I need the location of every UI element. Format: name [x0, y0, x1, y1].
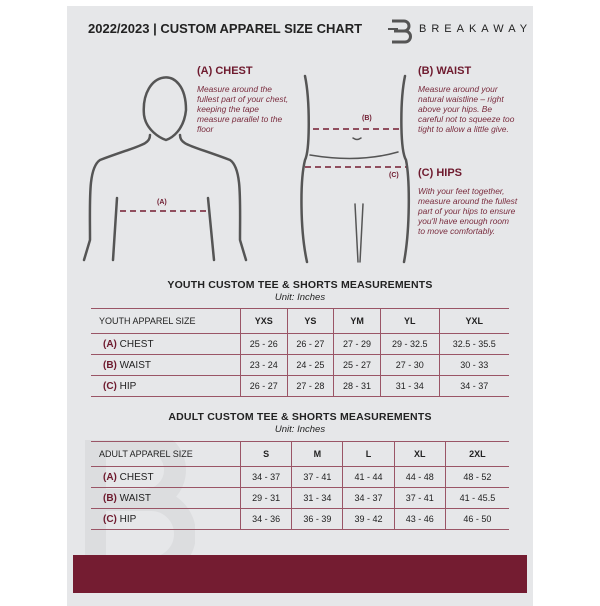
row-label-text: CHEST [119, 471, 154, 483]
row-label-text: WAIST [119, 359, 151, 371]
table-cell: 25 - 27 [333, 354, 381, 376]
header-cell: S [239, 441, 292, 467]
table-cell: 23 - 24 [240, 354, 288, 376]
header-cell: YM [333, 308, 381, 334]
chest-heading: (A) CHEST [197, 65, 253, 77]
table-cell: 25 - 26 [240, 333, 288, 355]
table-cell: 31 - 34 [379, 375, 440, 397]
brand-name: BREAKAWAY [419, 23, 533, 35]
table-cell: 34 - 37 [342, 487, 395, 509]
table-cell: 29 - 32.5 [379, 333, 440, 355]
header-cell: M [291, 441, 343, 467]
row-label-text: HIP [119, 380, 137, 392]
table-cell: 29 - 31 [239, 487, 292, 509]
waist-marker: (B) [362, 115, 372, 122]
table-cell: 34 - 37 [239, 466, 292, 488]
row-letter: (A) [103, 338, 117, 350]
table-cell: 32.5 - 35.5 [438, 333, 509, 355]
table-cell: 31 - 34 [291, 487, 343, 509]
row-letter: (B) [103, 492, 117, 504]
table-cell: 36 - 39 [291, 508, 343, 530]
header-cell: 2XL [444, 441, 509, 467]
page-title: 2022/2023 | CUSTOM APPAREL SIZE CHART [88, 21, 363, 36]
table-row: (C) HIP 34 - 36 36 - 39 39 - 42 43 - 46 … [91, 508, 509, 530]
row-label-text: HIP [119, 513, 137, 525]
header-cell: YS [286, 308, 334, 334]
youth-title: YOUTH CUSTOM TEE & SHORTS MEASUREMENTS [167, 279, 433, 291]
table-cell: 28 - 31 [333, 375, 381, 397]
hips-marker: (C) [389, 172, 399, 179]
row-label: (C) HIP [91, 375, 241, 397]
table-cell: 37 - 41 [393, 487, 446, 509]
adult-title: ADULT CUSTOM TEE & SHORTS MEASUREMENTS [168, 411, 432, 423]
table-header-row: YOUTH APPAREL SIZE YXS YS YM YL YXL [91, 308, 509, 334]
youth-size-table: YOUTH APPAREL SIZE YXS YS YM YL YXL (A) … [91, 308, 509, 397]
table-cell: 30 - 33 [438, 354, 509, 376]
row-label: (C) HIP [91, 508, 241, 530]
table-row: (B) WAIST 29 - 31 31 - 34 34 - 37 37 - 4… [91, 487, 509, 509]
chest-marker: (A) [157, 199, 167, 206]
header-cell: YXS [240, 308, 288, 334]
header-cell: YXL [438, 308, 509, 334]
chest-description: Measure around the fullest part of your … [197, 84, 289, 134]
table-cell: 43 - 46 [393, 508, 446, 530]
table-cell: 34 - 36 [239, 508, 292, 530]
table-cell: 44 - 48 [393, 466, 446, 488]
breakaway-logo-icon [388, 19, 412, 44]
row-label: (B) WAIST [91, 354, 241, 376]
table-row: (A) CHEST 34 - 37 37 - 41 41 - 44 44 - 4… [91, 466, 509, 488]
row-letter: (A) [103, 471, 117, 483]
torso-figure [82, 76, 248, 262]
hips-description: With your feet together, measure around … [418, 186, 518, 236]
table-cell: 27 - 28 [286, 375, 334, 397]
row-label-text: WAIST [119, 492, 151, 504]
footer-bar [73, 555, 527, 593]
header-cell: L [342, 441, 395, 467]
table-row: (C) HIP 26 - 27 27 - 28 28 - 31 31 - 34 … [91, 375, 509, 397]
row-letter: (C) [103, 513, 117, 525]
table-cell: 37 - 41 [291, 466, 343, 488]
youth-section-heading: YOUTH CUSTOM TEE & SHORTS MEASUREMENTS U… [91, 279, 509, 303]
adult-section-heading: ADULT CUSTOM TEE & SHORTS MEASUREMENTS U… [91, 411, 509, 435]
table-cell: 27 - 30 [379, 354, 440, 376]
row-label: (A) CHEST [91, 333, 241, 355]
table-cell: 46 - 50 [444, 508, 509, 530]
adult-unit: Unit: Inches [274, 424, 326, 435]
waist-description: Measure around your natural waistline – … [418, 84, 515, 134]
header-cell: XL [393, 441, 446, 467]
header-cell: YOUTH APPAREL SIZE [91, 308, 241, 334]
row-letter: (C) [103, 380, 117, 392]
hips-heading: (C) HIPS [418, 167, 462, 179]
table-cell: 48 - 52 [444, 466, 509, 488]
row-label: (B) WAIST [91, 487, 241, 509]
table-cell: 26 - 27 [240, 375, 288, 397]
table-header-row: ADULT APPAREL SIZE S M L XL 2XL [91, 441, 509, 467]
adult-size-table: ADULT APPAREL SIZE S M L XL 2XL (A) CHES… [91, 441, 509, 530]
row-label-text: CHEST [119, 338, 154, 350]
header-cell: ADULT APPAREL SIZE [91, 441, 241, 467]
body-figures [82, 74, 411, 264]
table-cell: 34 - 37 [438, 375, 509, 397]
row-label: (A) CHEST [91, 466, 241, 488]
table-cell: 41 - 45.5 [444, 487, 509, 509]
table-cell: 27 - 29 [333, 333, 381, 355]
lower-body-figure [300, 74, 411, 264]
header-cell: YL [379, 308, 440, 334]
table-cell: 26 - 27 [286, 333, 334, 355]
table-row: (A) CHEST 25 - 26 26 - 27 27 - 29 29 - 3… [91, 333, 509, 355]
table-cell: 41 - 44 [342, 466, 395, 488]
table-row: (B) WAIST 23 - 24 24 - 25 25 - 27 27 - 3… [91, 354, 509, 376]
table-cell: 24 - 25 [286, 354, 334, 376]
row-letter: (B) [103, 359, 117, 371]
youth-unit: Unit: Inches [274, 292, 326, 303]
table-cell: 39 - 42 [342, 508, 395, 530]
waist-heading: (B) WAIST [418, 65, 472, 77]
